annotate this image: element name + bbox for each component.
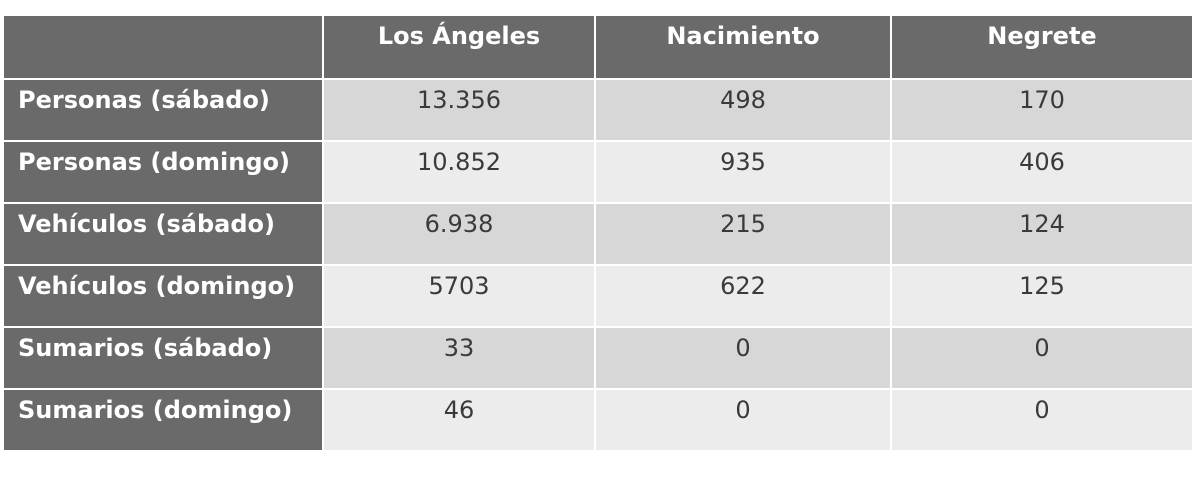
table-cell: 170	[892, 80, 1192, 140]
row-header: Vehículos (sábado)	[4, 204, 322, 264]
table-cell: 125	[892, 266, 1192, 326]
column-header-negrete: Negrete	[892, 16, 1192, 78]
table-cell: 0	[892, 328, 1192, 388]
table-cell: 215	[596, 204, 890, 264]
table-corner-cell	[4, 16, 322, 78]
column-header-los-angeles: Los Ángeles	[324, 16, 594, 78]
row-header: Sumarios (domingo)	[4, 390, 322, 450]
table-cell: 622	[596, 266, 890, 326]
table-cell: 406	[892, 142, 1192, 202]
table-cell: 124	[892, 204, 1192, 264]
row-header: Personas (sábado)	[4, 80, 322, 140]
table-cell: 10.852	[324, 142, 594, 202]
table-cell: 498	[596, 80, 890, 140]
table-cell: 0	[892, 390, 1192, 450]
table-cell: 0	[596, 390, 890, 450]
table-cell: 33	[324, 328, 594, 388]
row-header: Sumarios (sábado)	[4, 328, 322, 388]
table-cell: 5703	[324, 266, 594, 326]
row-header: Personas (domingo)	[4, 142, 322, 202]
data-table: Los Ángeles Nacimiento Negrete Personas …	[4, 16, 1192, 450]
table-cell: 13.356	[324, 80, 594, 140]
table-cell: 935	[596, 142, 890, 202]
table-cell: 6.938	[324, 204, 594, 264]
table-cell: 46	[324, 390, 594, 450]
row-header: Vehículos (domingo)	[4, 266, 322, 326]
column-header-nacimiento: Nacimiento	[596, 16, 890, 78]
table-cell: 0	[596, 328, 890, 388]
